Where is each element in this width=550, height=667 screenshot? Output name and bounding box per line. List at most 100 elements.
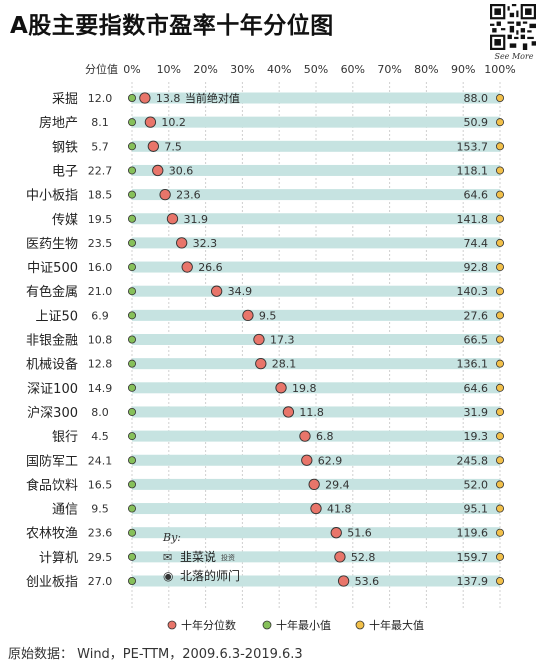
max-value-label: 31.9 [464,406,489,419]
row-band [132,454,500,466]
max-point [495,577,504,586]
category-label: 有色金属 [26,284,78,300]
category-label: 国防军工 [26,453,78,469]
max-value-label: 153.7 [457,140,489,153]
current-value-label: 30.6 [169,164,194,177]
category-label: 中小板指 [26,189,78,204]
weibo-icon: ◉ [163,569,173,583]
min-point [127,456,136,465]
max-point [495,552,504,561]
x-tick-label: 80% [414,63,438,76]
x-tick-label: 100% [484,63,515,76]
max-value-label: 95.1 [464,503,489,516]
min-value-label: 5.7 [91,140,109,153]
max-point [495,528,504,537]
percentile-point [334,551,346,563]
max-point [495,166,504,175]
min-point [127,214,136,223]
current-value-label: 28.1 [272,358,297,371]
max-point [495,504,504,513]
min-point [127,528,136,537]
current-value-label: 51.6 [347,527,372,540]
legend-label: 十年最大值 [369,618,424,632]
data-source-note: 原始数据： Wind，PE-TTM，2009.6.3-2019.6.3 [8,647,303,662]
min-point [127,359,136,368]
max-value-label: 64.6 [464,382,489,395]
max-point [495,142,504,151]
percentile-point [330,527,342,539]
legend-label: 十年分位数 [181,618,236,632]
current-value-label: 52.8 [351,551,376,564]
row-band [132,382,500,394]
percentile-point [166,213,179,225]
watermark-by: By: [162,531,181,544]
min-value-label: 29.5 [88,551,113,564]
current-value-label: 17.3 [270,334,295,347]
x-tick-label: 30% [230,63,254,76]
category-label: 医药生物 [26,237,78,252]
current-value-label: 9.5 [259,309,277,322]
current-value-label: 19.8 [292,382,317,395]
min-value-label: 19.5 [88,213,113,226]
category-label: 沪深300 [27,405,78,421]
row-band [132,358,500,370]
qr-code-icon[interactable] [490,4,536,50]
category-label: 电子 [52,164,78,179]
min-point [127,552,136,561]
watermark-line1: 韭菜说 [180,549,216,564]
row-band [132,92,500,104]
min-point [127,432,136,441]
percentile-point [301,454,313,466]
min-point [127,383,136,392]
current-value-label: 6.8 [316,430,334,443]
row-band [132,551,500,563]
min-point [127,335,136,344]
chart-title: A股主要指数市盈率十年分位图 [10,13,334,39]
row-band [132,164,500,176]
category-label: 深证100 [27,382,78,397]
category-label: 房地产 [39,115,78,131]
max-point [495,359,504,368]
min-value-label: 4.5 [91,430,109,443]
max-value-label: 74.4 [464,237,489,250]
max-value-label: 137.9 [457,575,489,588]
row-band [132,116,500,128]
percentile-point [181,261,193,273]
row-band [132,430,500,442]
percentile-point [299,430,311,442]
row-band [132,575,500,587]
min-value-label: 23.5 [88,237,113,250]
min-value-label: 10.8 [88,334,113,347]
row-band [132,334,500,345]
max-value-label: 50.9 [464,116,489,129]
row-band [132,140,500,152]
current-value-label: 31.9 [183,213,208,226]
category-label: 食品饮料 [26,477,78,493]
percentile-point [139,92,151,104]
category-label: 钢铁 [52,140,78,155]
x-tick-label: 50% [304,63,328,76]
category-label: 创业板指 [26,575,78,590]
min-point [127,287,136,296]
min-point [127,407,136,416]
row-band [132,406,500,418]
category-label: 传媒 [52,213,78,228]
category-label: 计算机 [39,551,78,566]
category-label: 采掘 [52,92,78,107]
current-value-label: 32.3 [193,237,218,250]
min-point [127,504,136,513]
min-value-label: 9.5 [91,503,109,516]
watermark-line1-small: 投资 [221,553,235,562]
max-value-label: 119.6 [457,527,489,540]
min-point [127,190,136,199]
current-value-label: 11.8 [299,406,324,419]
max-value-label: 64.6 [464,189,489,202]
max-value-label: 88.0 [464,92,489,105]
percentile-point [337,575,350,587]
category-label: 非银金融 [26,333,78,349]
current-value-label: 41.8 [327,503,352,516]
max-value-label: 19.3 [464,430,489,443]
max-point [495,214,504,223]
max-point [495,335,504,344]
min-point [127,311,136,320]
